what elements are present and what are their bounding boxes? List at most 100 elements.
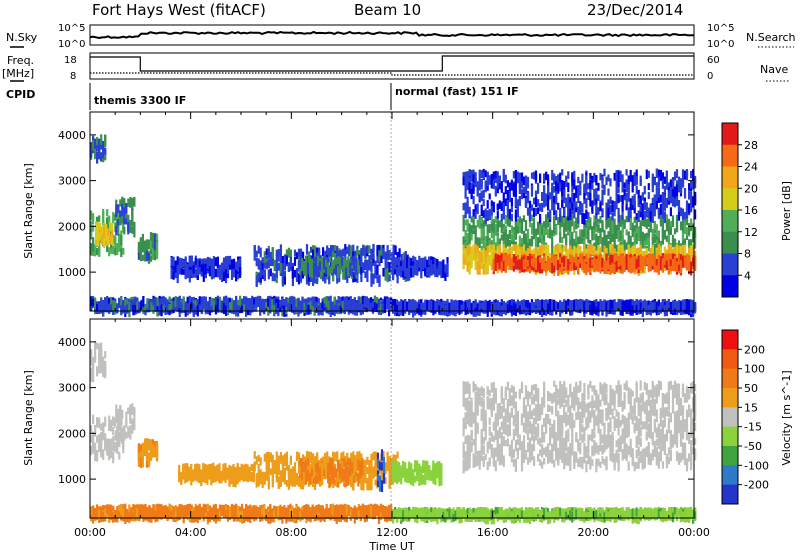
heatmap-cell <box>230 264 234 271</box>
heatmap-cell <box>464 179 467 192</box>
heatmap-cell <box>220 270 224 279</box>
heatmap-cell <box>118 297 121 309</box>
heatmap-cell <box>641 231 644 239</box>
heatmap-cell <box>500 223 503 234</box>
heatmap-cell <box>609 225 612 238</box>
heatmap-cell <box>482 248 485 257</box>
heatmap-cell <box>436 299 439 309</box>
heatmap-cell <box>364 247 367 259</box>
heatmap-cell <box>595 188 598 195</box>
heatmap-cell <box>466 232 469 244</box>
heatmap-cell <box>532 304 536 313</box>
heatmap-cell <box>615 302 618 312</box>
heatmap-cell <box>506 304 509 314</box>
heatmap-cell <box>153 233 157 243</box>
heatmap-cell <box>128 301 131 313</box>
heatmap-cell <box>671 259 675 271</box>
heatmap-cell <box>547 261 550 270</box>
heatmap-cell <box>508 300 511 312</box>
heatmap-cell <box>617 207 620 217</box>
heatmap-cell <box>675 169 679 179</box>
heatmap-cell <box>599 235 602 245</box>
heatmap-cell <box>508 208 511 220</box>
heatmap-cell <box>138 301 141 313</box>
heatmap-cell <box>428 256 431 266</box>
heatmap-cell <box>101 234 104 244</box>
heatmap-cell <box>659 170 662 181</box>
heatmap-cell <box>166 299 169 308</box>
heatmap-cell <box>259 302 262 311</box>
heatmap-cell <box>669 207 672 217</box>
heatmap-cell <box>289 258 292 269</box>
heatmap-cell <box>188 270 191 279</box>
heatmap-cell <box>349 299 352 310</box>
heatmap-cell <box>375 297 379 308</box>
heatmap-cell <box>267 259 270 269</box>
heatmap-cell <box>464 257 467 266</box>
heatmap-cell <box>255 250 258 258</box>
heatmap-cell <box>372 252 375 260</box>
heatmap-cell <box>601 257 604 268</box>
beam-label: Beam 10 <box>354 1 421 19</box>
heatmap-cell <box>583 300 586 308</box>
heatmap-cell <box>498 220 501 228</box>
heatmap-cell <box>694 234 697 242</box>
heatmap-cell <box>472 219 475 229</box>
heatmap-cell <box>372 245 375 252</box>
heatmap-cell <box>522 215 526 222</box>
heatmap-cell <box>490 230 493 239</box>
heatmap-cell <box>619 230 622 241</box>
nsky-tick-bottom-right: 10^0 <box>707 39 734 50</box>
heatmap-cell <box>663 246 666 257</box>
heatmap-cell <box>553 256 556 266</box>
heatmap-cell <box>685 200 689 212</box>
heatmap-cell <box>518 235 521 243</box>
heatmap-cell <box>317 305 320 316</box>
heatmap-cell <box>573 262 576 271</box>
heatmap-cell <box>277 262 280 271</box>
heatmap-cell <box>344 244 347 254</box>
heatmap-cell <box>496 187 499 194</box>
cpid-segment-themis: themis 3300 IF <box>94 94 186 107</box>
heatmap-cell <box>526 260 530 267</box>
heatmap-cell <box>653 201 656 209</box>
heatmap-cell <box>559 219 562 226</box>
heatmap-cell <box>690 239 693 249</box>
heatmap-cell <box>400 254 403 261</box>
heatmap-cell <box>464 301 467 309</box>
heatmap-cell <box>553 186 556 193</box>
heatmap-cell <box>557 246 560 257</box>
heatmap-cell <box>524 197 528 208</box>
heatmap-cell <box>494 170 497 178</box>
heatmap-cell <box>382 244 385 252</box>
heatmap-cell <box>206 301 209 310</box>
heatmap-cell <box>490 263 493 270</box>
heatmap-cell <box>480 179 483 190</box>
heatmap-cell <box>692 247 695 258</box>
heatmap-cell <box>649 224 652 233</box>
heatmap-cell <box>492 259 495 272</box>
heatmap-cell <box>186 263 189 271</box>
heatmap-cell <box>639 179 642 187</box>
heatmap-cell <box>337 305 340 312</box>
heatmap-cell <box>661 229 664 238</box>
heatmap-cell <box>681 305 685 315</box>
heatmap-cell <box>123 207 126 218</box>
heatmap-cell <box>94 298 97 309</box>
heatmap-cell <box>448 302 451 313</box>
heatmap-cell <box>394 245 397 255</box>
heatmap-cell <box>490 223 493 231</box>
heatmap-cell <box>532 232 536 240</box>
heatmap-cell <box>404 300 407 310</box>
heatmap-cell <box>667 254 670 264</box>
heatmap-cell <box>621 235 624 247</box>
heatmap-cell <box>285 302 288 315</box>
heatmap-cell <box>522 230 526 241</box>
heatmap-cell <box>116 305 119 313</box>
heatmap-cell <box>108 297 111 306</box>
heatmap-cell <box>611 254 614 265</box>
heatmap-cell <box>561 236 564 244</box>
heatmap-cell <box>639 240 642 247</box>
heatmap-cell <box>667 218 670 230</box>
heatmap-cell <box>675 244 679 253</box>
